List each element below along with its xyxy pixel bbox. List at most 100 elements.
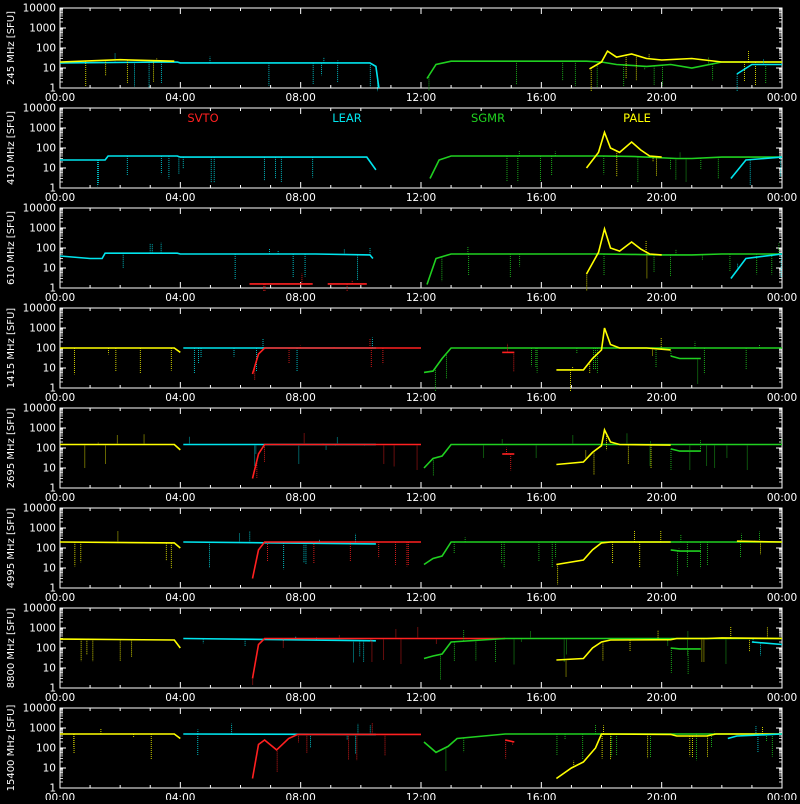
series-sgmr-line: [424, 542, 782, 565]
x-tick-label: 16:00: [526, 392, 556, 404]
series-pale-line: [60, 542, 180, 548]
panel-frame: [60, 508, 782, 588]
y-tick-label: 10000: [23, 103, 56, 115]
series-svto-line: [253, 639, 506, 679]
x-tick-label: 16:00: [526, 92, 556, 104]
y-tick-label: 1000: [29, 623, 56, 635]
x-tick-label: 08:00: [286, 492, 316, 504]
x-tick-label: 16:00: [526, 492, 556, 504]
x-tick-label: 00:00: [767, 492, 797, 504]
legend-pale: PALE: [623, 111, 651, 125]
y-tick-label: 10000: [23, 403, 56, 415]
y-axis-label: 245 MHz [SFU]: [6, 11, 17, 85]
legend-sgmr: SGMR: [471, 111, 505, 125]
series-sgmr-line: [424, 734, 782, 752]
series-pale-line: [587, 132, 662, 168]
y-axis-label: 410 MHz [SFU]: [6, 111, 17, 185]
x-tick-label: 00:00: [45, 792, 75, 800]
panel-frame: [60, 108, 782, 188]
series-sgmr-line: [671, 648, 701, 649]
series-sgmr-line: [424, 445, 782, 469]
y-tick-label: 1000: [29, 523, 56, 535]
y-axis-label: 2695 MHz [SFU]: [6, 408, 17, 489]
x-tick-label: 20:00: [647, 92, 677, 104]
y-axis-label: 4995 MHz [SFU]: [6, 508, 17, 589]
series-sgmr-line: [430, 156, 782, 179]
x-tick-label: 20:00: [647, 492, 677, 504]
series-lear-line: [731, 157, 782, 178]
y-tick-label: 1000: [29, 423, 56, 435]
series-sgmr-line: [427, 254, 782, 285]
series-svto-line: [253, 445, 422, 479]
x-tick-label: 00:00: [767, 792, 797, 800]
series-lear-line: [60, 62, 379, 88]
y-tick-label: 1000: [29, 723, 56, 735]
series-pale-line: [556, 542, 670, 565]
x-tick-label: 08:00: [286, 392, 316, 404]
series-sgmr-line: [424, 348, 782, 372]
x-tick-label: 12:00: [406, 692, 436, 704]
x-tick-label: 04:00: [165, 492, 195, 504]
x-tick-label: 12:00: [406, 592, 436, 604]
y-tick-label: 10000: [23, 3, 56, 15]
y-tick-label: 10: [43, 63, 56, 75]
x-tick-label: 08:00: [286, 292, 316, 304]
x-tick-label: 16:00: [526, 792, 556, 800]
y-tick-label: 10: [43, 763, 56, 775]
x-tick-label: 20:00: [647, 792, 677, 800]
x-tick-label: 16:00: [526, 192, 556, 204]
x-tick-label: 00:00: [767, 592, 797, 604]
x-tick-label: 00:00: [767, 692, 797, 704]
y-tick-label: 10: [43, 363, 56, 375]
series-lear-line: [752, 642, 782, 645]
x-tick-label: 08:00: [286, 92, 316, 104]
x-tick-label: 12:00: [406, 292, 436, 304]
y-tick-label: 100: [36, 143, 56, 155]
x-tick-label: 20:00: [647, 292, 677, 304]
x-tick-label: 16:00: [526, 692, 556, 704]
series-pale-line: [587, 229, 662, 274]
series-svto-line: [253, 348, 422, 374]
series-lear-line: [737, 65, 782, 75]
series-lear-line: [60, 156, 376, 170]
series-sgmr-line: [427, 61, 782, 78]
x-tick-label: 12:00: [406, 192, 436, 204]
x-tick-label: 12:00: [406, 392, 436, 404]
x-tick-label: 04:00: [165, 192, 195, 204]
y-axis-label: 8800 MHz [SFU]: [6, 608, 17, 689]
y-tick-label: 100: [36, 443, 56, 455]
legend-lear: LEAR: [332, 111, 362, 125]
x-tick-label: 04:00: [165, 792, 195, 800]
x-tick-label: 04:00: [165, 692, 195, 704]
x-tick-label: 00:00: [767, 392, 797, 404]
x-tick-label: 16:00: [526, 592, 556, 604]
series-pale-line: [556, 430, 670, 465]
y-tick-label: 10: [43, 163, 56, 175]
series-pale-line: [60, 734, 180, 739]
y-tick-label: 10: [43, 563, 56, 575]
series-pale-line: [60, 445, 180, 450]
y-tick-label: 100: [36, 343, 56, 355]
series-pale-line: [737, 541, 782, 542]
y-tick-label: 10000: [23, 203, 56, 215]
series-lear-line: [60, 253, 373, 258]
y-tick-label: 10: [43, 263, 56, 275]
y-tick-label: 1000: [29, 23, 56, 35]
series-pale-line: [556, 734, 782, 779]
y-tick-label: 1000: [29, 223, 56, 235]
series-sgmr-line: [671, 356, 701, 359]
x-tick-label: 08:00: [286, 792, 316, 800]
legend-svto: SVTO: [187, 111, 218, 125]
series-sgmr-line: [671, 449, 701, 451]
x-tick-label: 04:00: [165, 592, 195, 604]
series-svto-line: [253, 734, 422, 778]
x-tick-label: 04:00: [165, 392, 195, 404]
x-tick-label: 16:00: [526, 292, 556, 304]
